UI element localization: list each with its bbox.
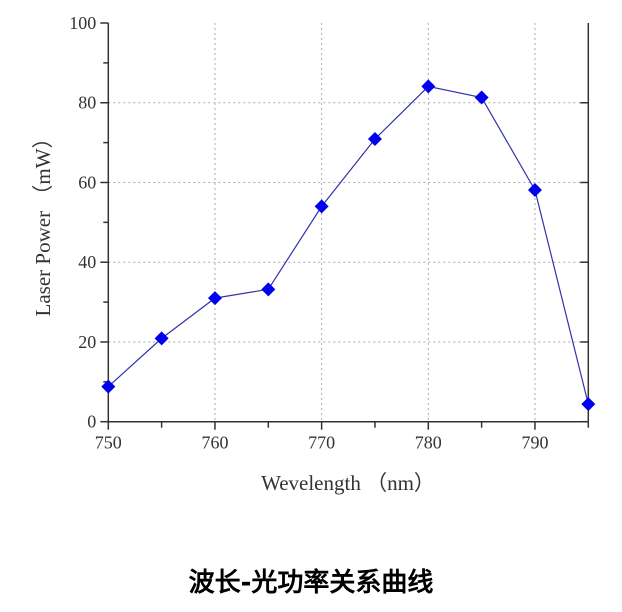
data-point-marker (261, 282, 276, 297)
x-tick-label: 770 (308, 433, 335, 453)
data-point-marker (207, 291, 222, 306)
y-tick-label: 100 (69, 13, 96, 33)
figure-caption: 波长-光功率关系曲线 (188, 568, 434, 598)
y-tick-label: 0 (87, 412, 96, 432)
ticks: 750 760 770 780 790 0 20 40 60 80 100 (69, 13, 590, 453)
data-point-marker (421, 79, 436, 94)
data-point-marker (474, 90, 489, 105)
y-tick-label: 60 (78, 172, 96, 192)
data-point-marker (154, 331, 169, 346)
series (101, 79, 596, 412)
data-point-marker (581, 397, 596, 412)
x-axis-title: Wevelength （nm） (261, 471, 435, 495)
y-tick-label: 40 (78, 252, 96, 272)
data-point-marker (367, 132, 382, 147)
x-tick-label: 780 (415, 433, 442, 453)
axes (107, 23, 590, 423)
series-line (107, 85, 589, 405)
grid (108, 23, 589, 422)
y-axis-title: Laser Power （mW） (31, 128, 55, 317)
data-point-marker (101, 379, 116, 394)
x-tick-label: 790 (521, 433, 548, 453)
data-point-marker (314, 199, 329, 214)
y-tick-label: 80 (78, 93, 96, 113)
x-tick-label: 750 (95, 433, 122, 453)
data-point-marker (527, 183, 542, 198)
y-tick-label: 20 (78, 332, 96, 352)
x-tick-label: 760 (201, 433, 228, 453)
